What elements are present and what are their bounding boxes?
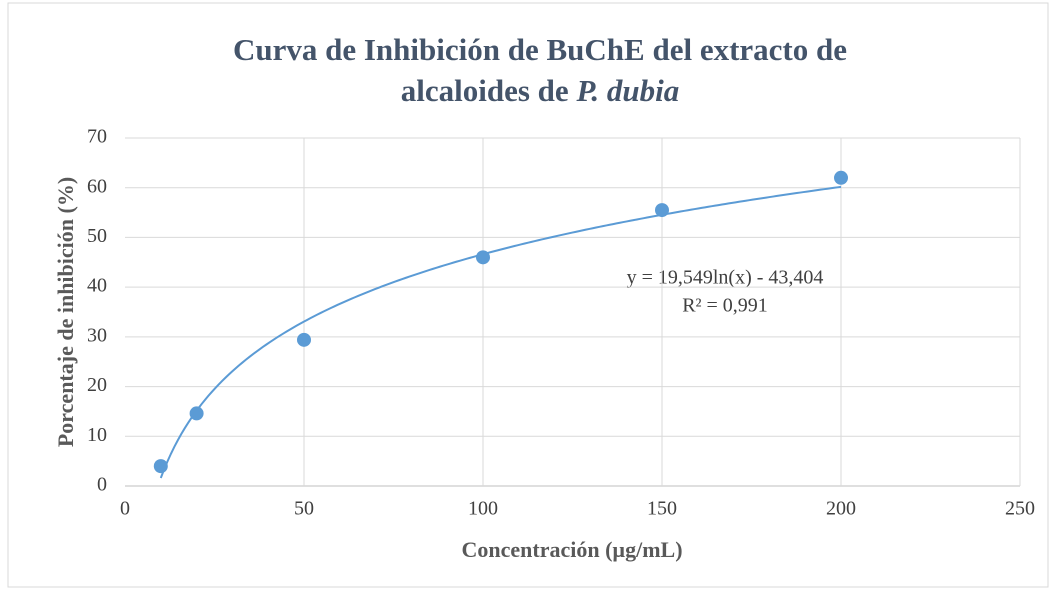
chart-title-part: alcaloides de	[401, 73, 569, 108]
data-point	[153, 459, 168, 474]
y-tick-label: 50	[87, 225, 107, 247]
x-tick-label: 250	[1005, 498, 1035, 520]
data-point	[297, 332, 311, 347]
y-tick-label: 10	[87, 424, 107, 446]
y-axis-title: Porcentaje de inhibición (%)	[53, 177, 78, 447]
y-tick-label: 70	[87, 126, 107, 148]
x-tick-label: 100	[468, 498, 498, 520]
x-tick-label: 0	[120, 498, 130, 520]
y-tick-label: 30	[87, 324, 107, 346]
data-point	[189, 406, 204, 421]
data-point	[655, 203, 669, 218]
data-point	[476, 250, 490, 265]
y-tick-label: 40	[87, 275, 107, 297]
y-tick-label: 20	[87, 374, 107, 396]
trendline-equation: y = 19,549ln(x) - 43,404	[627, 267, 824, 289]
x-axis-title: Concentración (µg/mL)	[461, 537, 682, 562]
x-tick-label: 150	[647, 498, 677, 520]
x-tick-label: 50	[294, 498, 314, 520]
chart-title: Curva de Inhibición de BuChE del extract…	[233, 32, 847, 67]
chart-title-italic: P. dubia	[575, 73, 679, 108]
y-tick-label: 60	[87, 175, 107, 197]
chart-title: alcaloides de P. dubia	[401, 73, 679, 108]
x-tick-label: 200	[826, 498, 856, 520]
y-tick-label: 0	[97, 474, 107, 496]
trendline-r2: R² = 0,991	[682, 295, 768, 317]
chart-border	[7, 2, 1049, 588]
trendline	[159, 185, 842, 479]
data-point	[834, 170, 848, 185]
